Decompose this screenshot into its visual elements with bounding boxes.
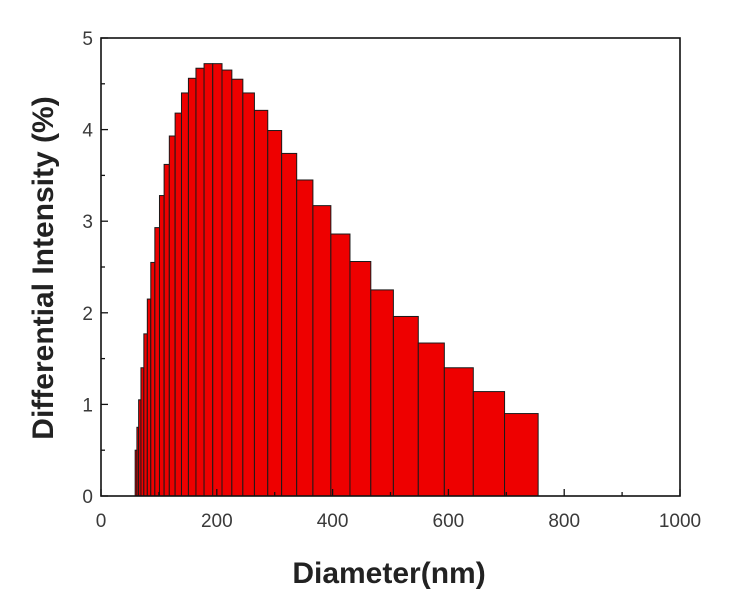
x-tick-label-4: 800 — [548, 511, 580, 532]
bar-15 — [203, 63, 214, 497]
bar-9 — [163, 163, 170, 497]
bar-8 — [158, 195, 165, 497]
bar-5 — [146, 298, 152, 497]
x-tick-label-0: 0 — [96, 511, 107, 532]
bar-25 — [330, 233, 351, 497]
y-tick-label-1: 1 — [82, 395, 93, 416]
x-tick-label-2: 400 — [317, 511, 349, 532]
y-axis-title: Differential Intensity (%) — [27, 96, 60, 439]
bar-12 — [180, 92, 189, 497]
x-tick-label-1: 200 — [201, 511, 233, 532]
y-tick-label-4: 4 — [82, 121, 93, 142]
bar-14 — [195, 67, 205, 497]
x-tick-label-3: 600 — [433, 511, 465, 532]
bar-6 — [150, 261, 156, 497]
bar-21 — [267, 130, 283, 497]
bar-32 — [504, 413, 539, 497]
bar-17 — [221, 69, 233, 497]
bar-18 — [231, 78, 244, 497]
bar-16 — [212, 63, 223, 497]
y-tick-label-2: 2 — [82, 304, 93, 325]
bar-26 — [349, 261, 372, 497]
y-tick-label-5: 5 — [82, 29, 93, 50]
bar-7 — [154, 227, 160, 497]
bar-29 — [417, 342, 445, 497]
bar-19 — [242, 92, 255, 497]
y-tick-label-0: 0 — [82, 487, 93, 508]
bars-group — [134, 63, 539, 497]
bar-4 — [143, 333, 148, 497]
bar-20 — [253, 109, 269, 497]
bar-30 — [443, 367, 474, 497]
y-ticks-group: 0 1 2 3 4 5 — [82, 29, 108, 508]
x-ticks-group: 0 200 400 600 800 1000 — [96, 489, 701, 532]
bar-13 — [187, 77, 197, 497]
x-axis-title: Diameter(nm) — [292, 557, 485, 590]
bar-27 — [370, 289, 394, 497]
bar-22 — [281, 152, 298, 497]
bar-24 — [312, 205, 332, 497]
bar-31 — [472, 391, 506, 497]
bar-23 — [296, 179, 314, 497]
y-tick-label-3: 3 — [82, 212, 93, 233]
bar-10 — [168, 135, 176, 497]
bar-11 — [174, 112, 182, 497]
x-tick-label-5: 1000 — [659, 511, 701, 532]
bar-28 — [392, 315, 419, 497]
